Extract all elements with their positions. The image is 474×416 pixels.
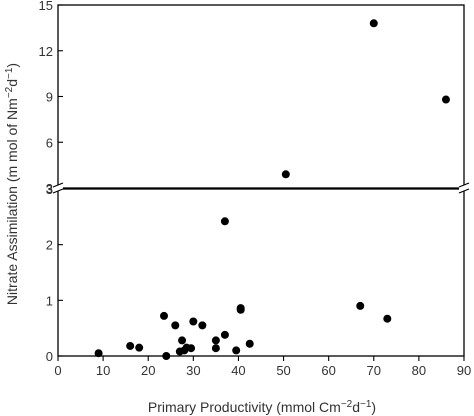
axis-break-gap (53, 185, 63, 191)
y-tick-label-upper: 12 (39, 44, 53, 59)
axis-break-mark (458, 188, 470, 194)
axis-break-mark (458, 182, 470, 188)
y-tick-label-upper: 15 (39, 0, 53, 13)
axis-break-mark (52, 182, 64, 188)
y-tick-label-lower: 1 (46, 293, 53, 308)
x-tick-label: 10 (96, 363, 110, 378)
x-tick-label: 30 (186, 363, 200, 378)
data-point (441, 95, 450, 104)
x-tick-label: 50 (276, 363, 290, 378)
data-point (171, 321, 180, 330)
data-points (94, 19, 450, 360)
data-point (220, 330, 229, 339)
data-point (178, 336, 187, 345)
data-point (187, 344, 196, 353)
y-tick-label-upper: 3 (46, 181, 53, 196)
x-tick-label: 60 (321, 363, 335, 378)
data-point (126, 341, 135, 350)
x-axis-title: Primary Productivity (mmol Cm−2d−1) (148, 399, 376, 415)
data-point (383, 314, 392, 323)
data-point (135, 343, 144, 352)
y-axis-title: Nitrate Assimilation (m mol of Nm−2d−1) (4, 63, 20, 305)
data-point (160, 311, 169, 320)
y-tick-label-lower: 2 (46, 238, 53, 253)
data-point (281, 170, 290, 179)
data-point (162, 352, 171, 360)
data-point (211, 336, 220, 345)
data-point (245, 339, 254, 348)
data-point (94, 349, 103, 358)
data-point (236, 304, 245, 313)
data-point (198, 321, 207, 330)
axis-break-mark (52, 188, 64, 194)
x-tick-label: 20 (141, 363, 155, 378)
y-tick-label-lower: 3 (46, 182, 53, 197)
data-point (220, 217, 229, 226)
data-point (211, 344, 220, 353)
x-tick-label: 0 (54, 363, 61, 378)
panel-frame-upper (57, 4, 465, 189)
x-tick-label: 80 (412, 363, 426, 378)
plot-frame (57, 4, 465, 357)
x-tick-label: 90 (457, 363, 471, 378)
axis-break-marks (52, 182, 470, 194)
data-point (189, 317, 198, 326)
x-tick-label: 70 (367, 363, 381, 378)
y-tick-label-upper: 9 (46, 90, 53, 105)
x-tick-label: 40 (231, 363, 245, 378)
tick-marks (57, 4, 465, 361)
data-point (232, 346, 241, 355)
panel-frame-lower (57, 188, 465, 357)
y-tick-label-lower: 0 (46, 349, 53, 364)
y-tick-label-upper: 6 (46, 135, 53, 150)
data-point (369, 19, 378, 28)
axis-break-gap (459, 185, 469, 191)
data-point (356, 301, 365, 310)
